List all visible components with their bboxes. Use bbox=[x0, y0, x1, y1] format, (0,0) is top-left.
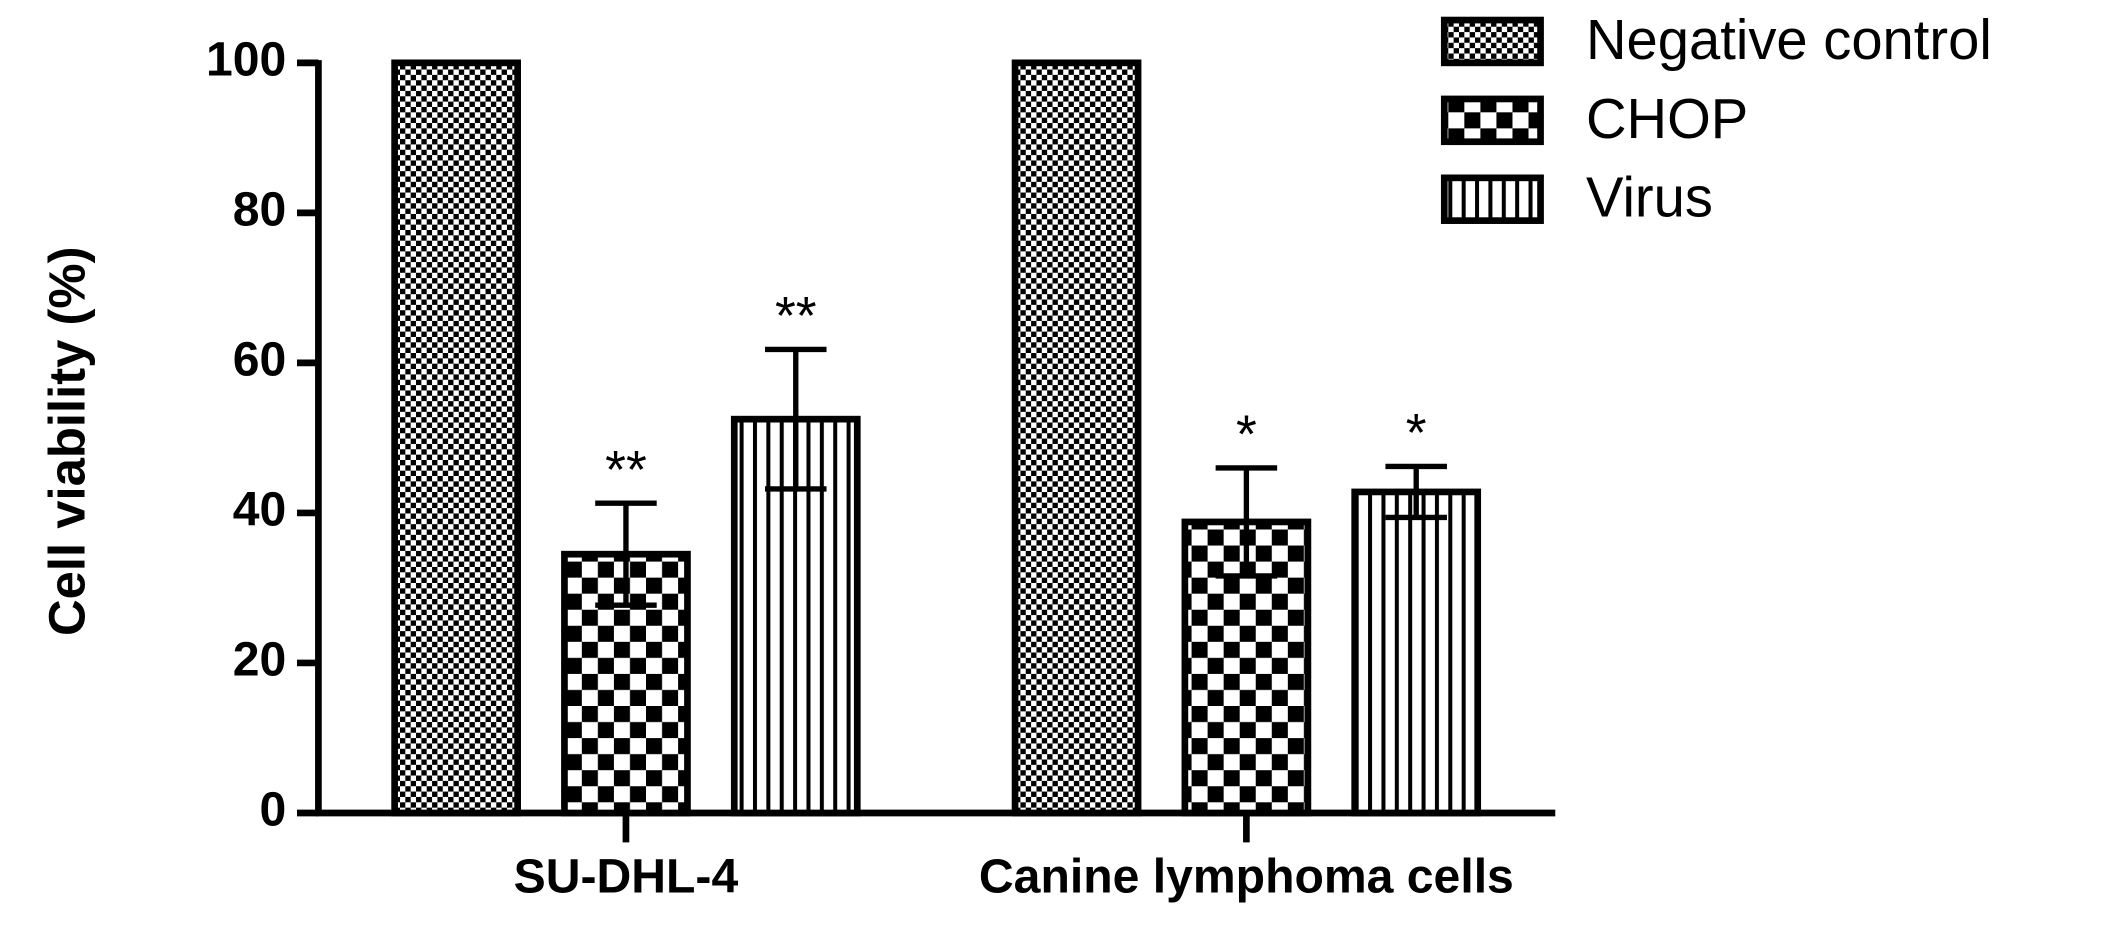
legend-swatch bbox=[1440, 95, 1544, 146]
bar bbox=[730, 415, 861, 817]
error-bar bbox=[595, 500, 657, 608]
x-tick-label: Canine lymphoma cells bbox=[979, 850, 1514, 904]
bar bbox=[1351, 488, 1482, 817]
significance-label: ** bbox=[605, 441, 647, 500]
legend-swatch bbox=[1440, 174, 1544, 224]
significance-label: * bbox=[1406, 404, 1427, 463]
y-tick-label: 40 bbox=[233, 483, 287, 537]
legend-swatch bbox=[1440, 16, 1544, 67]
bar bbox=[391, 59, 521, 817]
y-tick-label: 100 bbox=[206, 33, 286, 87]
y-tick-label: 60 bbox=[233, 333, 287, 387]
x-tick-label: SU-DHL-4 bbox=[514, 850, 739, 904]
y-tick-label: 0 bbox=[260, 783, 287, 837]
legend-label: Virus bbox=[1586, 166, 1713, 229]
y-tick-label: 80 bbox=[233, 183, 287, 237]
y-axis-label: Cell viability (%) bbox=[38, 246, 95, 636]
error-bar bbox=[1215, 465, 1278, 579]
legend-label: CHOP bbox=[1586, 87, 1748, 150]
legend-label: Negative control bbox=[1586, 8, 1992, 71]
significance-label: ** bbox=[775, 287, 817, 346]
error-bar bbox=[765, 346, 827, 492]
error-bar bbox=[1385, 463, 1447, 521]
bar bbox=[1011, 59, 1142, 817]
significance-label: * bbox=[1236, 406, 1257, 465]
y-tick-label: 20 bbox=[233, 633, 287, 687]
